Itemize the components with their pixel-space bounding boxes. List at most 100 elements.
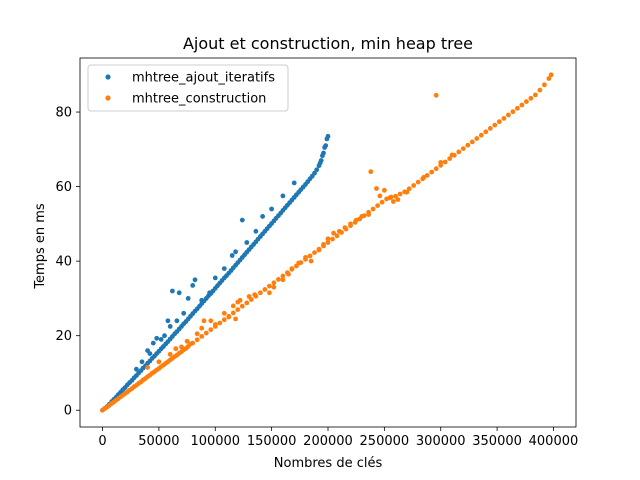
legend: mhtree_ajout_iteratifs mhtree_constructio… <box>87 64 289 112</box>
data-point <box>138 379 144 385</box>
data-point <box>115 396 121 402</box>
data-point <box>183 346 189 351</box>
data-point <box>190 283 196 288</box>
data-point <box>528 95 534 101</box>
data-point <box>353 217 359 223</box>
data-point <box>143 376 148 381</box>
data-point <box>312 170 317 176</box>
data-point <box>129 386 135 391</box>
data-point <box>170 356 175 361</box>
data-point <box>449 152 455 158</box>
data-point <box>483 129 489 135</box>
data-point <box>271 280 277 286</box>
data-point <box>199 325 205 331</box>
series-mhtree_construction <box>100 72 554 413</box>
data-point <box>496 119 502 125</box>
data-point <box>150 340 156 346</box>
data-point <box>246 294 252 299</box>
data-point <box>280 273 286 279</box>
x-tick-label: 400000 <box>529 434 579 449</box>
data-point <box>188 341 193 347</box>
data-point <box>397 191 403 197</box>
data-point <box>237 297 243 303</box>
data-point <box>156 359 162 365</box>
legend-marker <box>105 74 111 80</box>
data-point <box>519 102 525 108</box>
legend-marker <box>105 95 111 101</box>
data-point <box>548 72 554 78</box>
data-point <box>258 290 263 296</box>
legend-box <box>87 64 289 112</box>
data-point <box>515 105 520 111</box>
data-point <box>438 160 444 165</box>
data-point <box>199 334 205 339</box>
data-point <box>421 174 427 180</box>
data-point <box>120 392 126 398</box>
data-point <box>192 277 198 283</box>
data-point <box>377 193 383 199</box>
data-point <box>221 266 227 271</box>
data-point <box>325 240 331 245</box>
data-point <box>221 317 227 323</box>
data-point <box>382 187 387 193</box>
chart-title: Ajout et construction, min heap tree <box>183 34 473 53</box>
x-tick-label: 0 <box>98 434 106 449</box>
data-point <box>102 406 108 411</box>
data-point <box>201 318 207 324</box>
data-point <box>217 320 223 326</box>
data-point <box>203 330 209 336</box>
x-tick-label: 250000 <box>360 434 410 449</box>
data-point <box>506 112 511 118</box>
data-point <box>208 327 214 333</box>
data-point <box>233 249 239 255</box>
data-point <box>170 288 175 294</box>
data-point <box>167 351 173 357</box>
data-point <box>286 271 291 277</box>
data-point <box>331 230 336 236</box>
data-point <box>252 292 258 298</box>
x-axis-label: Nombres de clés <box>274 456 383 471</box>
data-point <box>165 359 171 365</box>
data-point <box>145 365 151 370</box>
data-point <box>324 136 330 142</box>
data-point <box>307 253 313 259</box>
data-point <box>165 318 171 324</box>
data-point <box>474 136 480 141</box>
data-point <box>320 153 325 159</box>
data-point <box>406 186 412 192</box>
data-point <box>465 142 471 148</box>
data-point <box>280 277 286 283</box>
data-point <box>230 310 236 316</box>
data-point <box>199 297 205 303</box>
data-point <box>433 166 439 172</box>
data-point <box>542 82 547 88</box>
data-point <box>161 362 166 368</box>
x-tick-label: 150000 <box>247 434 297 449</box>
data-point <box>207 290 213 296</box>
data-point <box>208 318 214 324</box>
data-point <box>433 92 439 98</box>
data-point <box>325 236 331 242</box>
data-point <box>156 366 162 371</box>
y-tick-label: 60 <box>55 180 72 195</box>
data-point <box>221 310 227 316</box>
data-point <box>179 349 184 355</box>
data-point <box>291 180 297 186</box>
data-point <box>546 76 552 81</box>
data-point <box>447 156 453 162</box>
data-point <box>173 346 179 352</box>
data-point <box>368 169 374 175</box>
data-point <box>139 359 145 365</box>
data-point <box>374 186 379 191</box>
data-point <box>154 335 160 341</box>
data-point <box>460 146 466 152</box>
y-axis-label: Temps en ms <box>33 203 48 290</box>
data-point <box>303 255 308 260</box>
data-point <box>501 116 507 121</box>
data-points <box>100 72 554 413</box>
data-point <box>176 290 182 296</box>
data-point <box>289 266 295 271</box>
data-point <box>179 344 184 350</box>
data-point <box>147 351 153 356</box>
data-point <box>411 183 417 188</box>
